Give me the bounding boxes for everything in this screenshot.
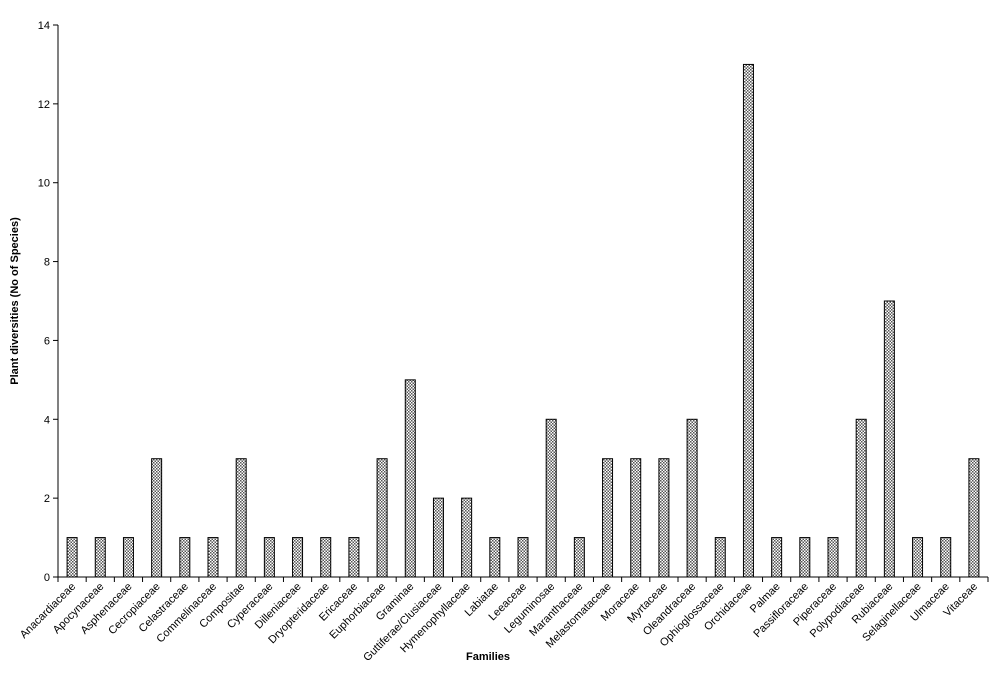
bar <box>686 418 698 578</box>
bar <box>263 537 275 578</box>
y-tick-label: 14 <box>38 20 50 32</box>
y-tick-label: 8 <box>44 257 50 269</box>
bar <box>461 497 473 578</box>
y-tick-label: 10 <box>38 178 50 190</box>
bar <box>348 537 360 578</box>
y-tick-label: 0 <box>44 572 50 584</box>
bar <box>630 458 642 578</box>
bar <box>827 537 839 578</box>
bar <box>799 537 811 578</box>
bar <box>742 63 754 578</box>
x-axis-title: Families <box>466 651 510 663</box>
bar <box>122 537 134 578</box>
y-tick-label: 4 <box>44 414 50 426</box>
bar <box>432 497 444 578</box>
bar <box>658 458 670 578</box>
bar <box>771 537 783 578</box>
y-tick-label: 12 <box>38 99 50 111</box>
bar <box>320 537 332 578</box>
y-tick-label: 6 <box>44 335 50 347</box>
bar <box>489 537 501 578</box>
bar <box>855 418 867 578</box>
bar <box>179 537 191 578</box>
bar <box>602 458 614 578</box>
bar <box>714 537 726 578</box>
bar <box>940 537 952 578</box>
bar <box>151 458 163 578</box>
bar <box>573 537 585 578</box>
bar <box>883 300 895 578</box>
bar <box>517 537 529 578</box>
bar <box>545 418 557 578</box>
bar <box>292 537 304 578</box>
bar <box>376 458 388 578</box>
bar <box>912 537 924 578</box>
bar <box>235 458 247 578</box>
bar <box>207 537 219 578</box>
bar <box>94 537 106 578</box>
bar <box>404 379 416 578</box>
y-tick-label: 2 <box>44 493 50 505</box>
bar <box>66 537 78 578</box>
bar <box>968 458 980 578</box>
y-axis-title: Plant diversities (No of Species) <box>9 217 21 385</box>
